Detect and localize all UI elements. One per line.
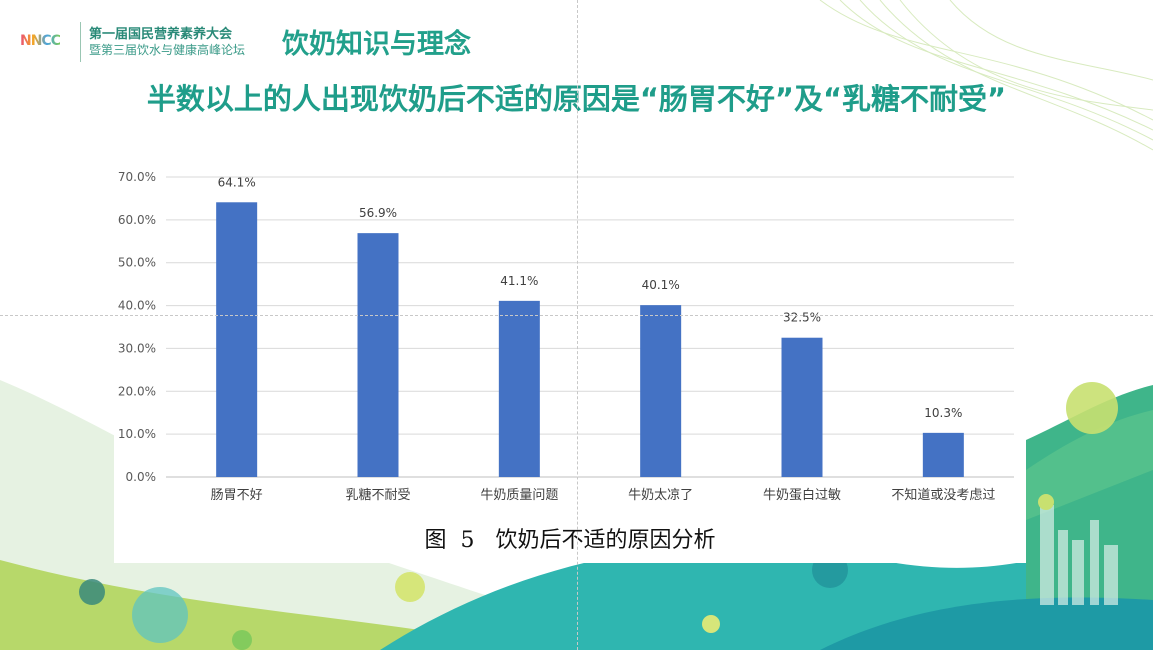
decor-circle-small-right	[1038, 494, 1054, 510]
decor-circle-lime-center	[395, 572, 425, 602]
right-light-green-wave	[1026, 410, 1153, 520]
decor-circle-lime-bottom	[702, 615, 720, 633]
data-label: 40.1%	[642, 278, 680, 292]
x-tick-label: 牛奶蛋白过敏	[763, 487, 841, 503]
conference-title-line2: 暨第三届饮水与健康高峰论坛	[89, 43, 246, 57]
decor-circle-teal-left	[132, 587, 188, 643]
grid-lines	[166, 176, 1014, 478]
y-tick-label: 30.0%	[118, 341, 156, 355]
bar	[216, 202, 258, 477]
bottom-dark-teal	[820, 597, 1153, 650]
figure-caption: 图 5 饮奶后不适的原因分析	[424, 528, 716, 553]
bar	[498, 300, 540, 477]
decor-circle-green-left	[232, 630, 252, 650]
y-tick-label: 60.0%	[118, 213, 156, 227]
y-tick-label: 0.0%	[126, 470, 157, 484]
slide-headline: 半数以上的人出现饮奶后不适的原因是“肠胃不好”及“乳糖不耐受”	[146, 82, 1007, 116]
nncc-logo: NNCC	[20, 33, 61, 49]
x-tick-label: 牛奶太凉了	[628, 488, 693, 503]
bar-chart: 0.0%10.0%20.0%30.0%40.0%50.0%60.0%70.0% …	[118, 170, 1014, 503]
y-tick-label: 40.0%	[118, 299, 156, 313]
y-tick-label: 10.0%	[118, 427, 156, 441]
data-labels: 64.1% 56.9% 41.1% 40.1% 32.5% 10.3%	[218, 175, 963, 420]
data-label: 56.9%	[359, 206, 397, 220]
bar	[357, 233, 399, 477]
x-axis-labels: 肠胃不好 乳糖不耐受 牛奶质量问题 牛奶太凉了 牛奶蛋白过敏 不知道或没考虑过	[211, 487, 996, 503]
conference-title-line1: 第一届国民营养素养大会	[89, 27, 233, 42]
logo-text: NNCC	[20, 33, 61, 49]
logo-divider	[80, 22, 81, 62]
x-tick-label: 乳糖不耐受	[345, 487, 410, 503]
city-skyline	[1040, 505, 1118, 605]
section-title: 饮奶知识与理念	[282, 29, 471, 60]
bar	[922, 432, 964, 477]
bar	[640, 305, 682, 477]
x-tick-label: 肠胃不好	[211, 488, 263, 503]
y-axis-ticks: 0.0% 10.0% 20.0% 30.0% 40.0% 50.0% 60.0% 70.0%	[118, 170, 156, 484]
guide-line-horizontal	[0, 315, 1153, 316]
decor-circle-large	[1066, 382, 1118, 434]
data-label: 41.1%	[500, 274, 538, 288]
bar	[781, 337, 823, 477]
data-label: 64.1%	[218, 175, 256, 189]
guide-line-vertical	[577, 0, 578, 650]
chart-panel: 0.0% 10.0% 20.0% 30.0% 40.0% 50.0% 60.0% 70.0% …	[114, 158, 1026, 563]
decor-circle-dark-left	[79, 579, 105, 605]
data-label: 32.5%	[783, 311, 821, 325]
bars	[216, 202, 964, 477]
y-tick-label: 70.0%	[118, 170, 156, 184]
x-tick-label: 不知道或没考虑过	[891, 487, 995, 503]
x-tick-label: 牛奶质量问题	[480, 488, 558, 503]
y-tick-label: 20.0%	[118, 384, 156, 398]
data-label: 10.3%	[924, 406, 962, 420]
bottom-left-light-wave	[0, 380, 650, 650]
top-right-wave-lines	[819, 0, 1153, 151]
y-tick-label: 50.0%	[118, 256, 156, 270]
